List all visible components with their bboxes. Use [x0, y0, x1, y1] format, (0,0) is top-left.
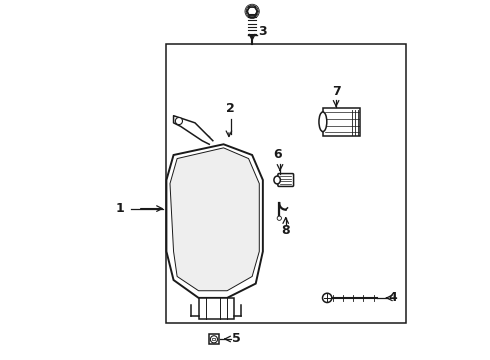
Circle shape — [322, 293, 332, 302]
Polygon shape — [170, 148, 259, 291]
Circle shape — [210, 336, 218, 343]
Text: 7: 7 — [332, 85, 341, 98]
Text: 3: 3 — [259, 25, 267, 38]
Circle shape — [277, 216, 281, 220]
Ellipse shape — [274, 176, 280, 184]
FancyBboxPatch shape — [198, 298, 234, 319]
Text: 8: 8 — [281, 224, 290, 237]
Ellipse shape — [319, 112, 327, 132]
FancyBboxPatch shape — [209, 334, 220, 344]
FancyBboxPatch shape — [278, 174, 294, 186]
Polygon shape — [167, 144, 263, 298]
Bar — [213, 338, 215, 341]
Text: 1: 1 — [116, 202, 124, 215]
Text: 4: 4 — [389, 291, 397, 305]
Bar — [167, 44, 406, 323]
Text: 2: 2 — [226, 102, 235, 115]
Polygon shape — [173, 116, 213, 144]
FancyBboxPatch shape — [323, 108, 360, 136]
Text: 6: 6 — [273, 148, 282, 162]
Text: 5: 5 — [232, 333, 241, 346]
Circle shape — [175, 117, 182, 125]
